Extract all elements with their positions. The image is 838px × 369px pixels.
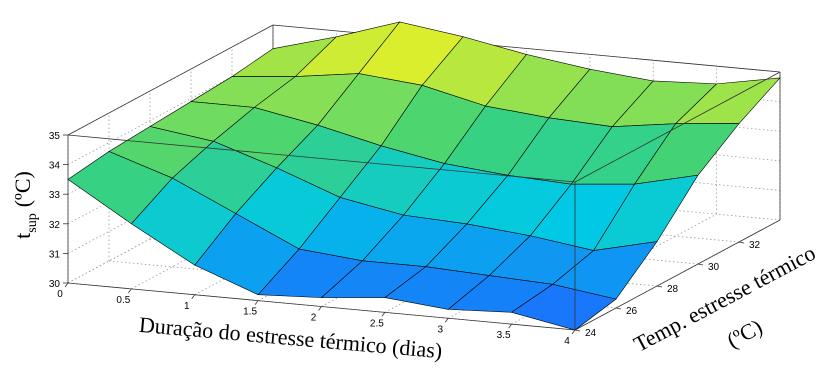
- y-tick-label: 30: [708, 262, 720, 273]
- tick-mark: [444, 318, 449, 323]
- tick-mark: [64, 282, 69, 288]
- grid-line: [67, 54, 274, 165]
- x-tick-label: 2: [311, 313, 317, 324]
- x-tick-label: 0: [57, 289, 63, 300]
- axis-line: [574, 71, 781, 183]
- tick-mark: [318, 306, 322, 311]
- tick-mark: [571, 329, 576, 335]
- y-tick-label: 28: [667, 284, 679, 295]
- z-tick-label: 34: [49, 161, 61, 172]
- tick-mark: [656, 285, 663, 288]
- axis-line: [574, 219, 781, 331]
- x-axis-label: Duração do estresse térmico (dias): [138, 312, 443, 363]
- x-tick-label: 4: [564, 336, 570, 347]
- x-tick-label: 1: [184, 301, 190, 312]
- axis-line: [67, 134, 576, 183]
- z-tick-label: 30: [49, 279, 61, 290]
- z-tick-label: 35: [49, 131, 61, 142]
- z-axis-label: tsup (ºC): [10, 171, 40, 239]
- x-tick-label: 1.5: [243, 307, 257, 318]
- x-tick-label: 0.5: [116, 295, 130, 306]
- z-tick-label: 32: [49, 220, 61, 231]
- tick-mark: [508, 323, 512, 329]
- tick-mark: [191, 294, 196, 299]
- y-tick-label: 26: [626, 306, 638, 317]
- tick-mark: [574, 329, 581, 332]
- x-tick-label: 2.5: [370, 318, 384, 329]
- z-label-sub: sup: [25, 213, 40, 232]
- z-tick-label: 31: [49, 249, 61, 260]
- tick-mark: [254, 300, 259, 305]
- tick-mark: [381, 312, 386, 317]
- tick-mark: [615, 307, 622, 310]
- surface-patch: [510, 284, 617, 331]
- y-axis-label: Temp. estresse térmico: [629, 240, 819, 357]
- z-label-base: t: [10, 233, 35, 239]
- axis-line: [67, 24, 274, 136]
- y-tick-label: 32: [749, 240, 761, 251]
- y-tick-label: 24: [585, 328, 597, 339]
- tick-mark: [697, 263, 704, 266]
- tick-mark: [128, 288, 132, 294]
- tick-mark: [738, 241, 745, 244]
- x-tick-label: 3: [437, 324, 443, 335]
- y-axis-label: (ºC): [723, 314, 767, 353]
- z-label-unit: (ºC): [10, 171, 35, 207]
- x-tick-label: 3.5: [497, 330, 511, 341]
- z-tick-label: 33: [49, 190, 61, 201]
